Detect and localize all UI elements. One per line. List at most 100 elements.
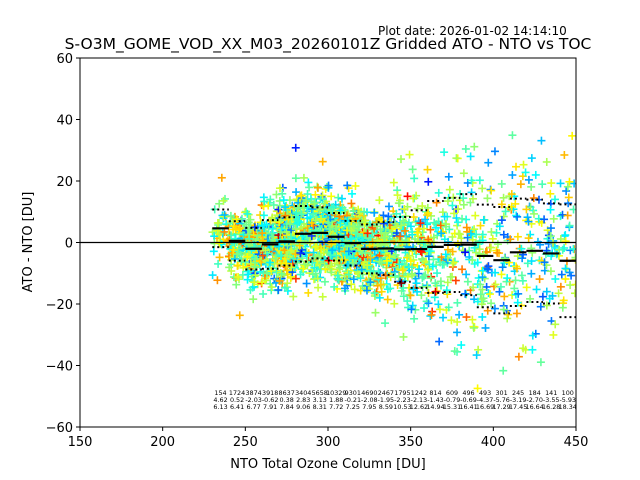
scatter-point <box>355 222 364 231</box>
scatter-point <box>282 259 291 268</box>
scatter-point <box>268 224 277 233</box>
scatter-point <box>231 225 240 234</box>
scatter-point <box>261 246 270 255</box>
scatter-point <box>213 218 222 227</box>
scatter-point <box>281 203 290 212</box>
scatter-point <box>248 277 257 286</box>
scatter-point <box>302 279 311 288</box>
scatter-point <box>291 143 300 152</box>
scatter-point <box>253 231 262 240</box>
scatter-point <box>279 196 288 205</box>
scatter-point <box>343 181 352 190</box>
scatter-point <box>258 251 267 260</box>
scatter-point <box>208 228 217 237</box>
scatter-point <box>332 224 341 233</box>
scatter-point <box>371 308 380 317</box>
scatter-point <box>341 227 350 236</box>
scatter-point <box>275 276 284 285</box>
scatter-point <box>232 280 241 289</box>
scatter-point <box>303 190 312 199</box>
scatter-point <box>318 191 327 200</box>
scatter-point <box>214 259 223 268</box>
scatter-point <box>286 232 295 241</box>
scatter-point <box>389 178 398 187</box>
scatter-point <box>299 209 308 218</box>
scatter-point <box>327 239 336 248</box>
scatter-point <box>344 247 353 256</box>
scatter-point <box>249 295 258 304</box>
scatter-point <box>278 189 287 198</box>
scatter-point <box>267 229 276 238</box>
scatter-point <box>318 292 327 301</box>
scatter-point <box>325 261 334 270</box>
scatter-point <box>227 231 236 240</box>
scatter-point <box>262 220 271 229</box>
scatter-point <box>225 263 234 272</box>
scatter-point <box>327 192 336 201</box>
scatter-point <box>215 199 224 208</box>
scatter-point <box>267 267 276 276</box>
scatter-point <box>299 264 308 273</box>
scatter-point <box>296 270 305 279</box>
scatter-point <box>291 225 300 234</box>
scatter-point <box>235 311 244 320</box>
scatter-point <box>280 283 289 292</box>
scatter-point <box>258 229 267 238</box>
scatter-point <box>309 210 318 219</box>
scatter-point <box>274 285 283 294</box>
scatter-point <box>347 199 356 208</box>
scatter-point <box>274 242 283 251</box>
scatter-point <box>232 215 241 224</box>
scatter-point <box>313 274 322 283</box>
scatter-point <box>302 195 311 204</box>
scatter-point <box>311 190 320 199</box>
scatter-point <box>305 183 314 192</box>
scatter-point <box>289 292 298 301</box>
scatter-point <box>258 278 267 287</box>
scatter-point <box>318 157 327 166</box>
scatter-point <box>336 206 345 215</box>
scatter-point <box>250 262 259 271</box>
scatter-point <box>217 173 226 182</box>
scatter-point <box>311 198 320 207</box>
scatter-point <box>330 282 339 291</box>
scatter-point <box>295 218 304 227</box>
scatter-point <box>291 250 300 259</box>
scatter-point <box>349 207 358 216</box>
scatter-point <box>246 215 255 224</box>
scatter-point <box>310 199 319 208</box>
scatter-point <box>233 250 242 259</box>
scatter-point <box>308 258 317 267</box>
scatter-layer <box>208 131 576 393</box>
scatter-point <box>287 214 296 223</box>
scatter-point <box>283 251 292 260</box>
scatter-point <box>265 258 274 267</box>
scatter-point <box>208 271 217 280</box>
scatter-point <box>311 216 320 225</box>
scatter-point <box>309 248 318 257</box>
scatter-point <box>209 247 218 256</box>
scatter-point <box>259 289 268 298</box>
scatter-point <box>313 183 322 192</box>
scatter-point <box>350 285 359 294</box>
scatter-point <box>296 248 305 257</box>
scatter-point <box>291 274 300 283</box>
scatter-point <box>329 202 338 211</box>
scatter-point <box>334 275 343 284</box>
scatter-point <box>215 239 224 248</box>
scatter-point <box>348 189 357 198</box>
scatter-point <box>260 197 269 206</box>
scatter-point <box>287 263 296 272</box>
scatter-point <box>349 258 358 267</box>
scatter-point <box>320 277 329 286</box>
scatter-point <box>304 288 313 297</box>
scatter-point <box>266 195 275 204</box>
scatter-point <box>319 245 328 254</box>
scatter-point <box>381 319 390 328</box>
scatter-point <box>328 246 337 255</box>
scatter-point <box>310 243 319 252</box>
scatter-point <box>303 214 312 223</box>
scatter-point <box>243 209 252 218</box>
scatter-point <box>291 174 300 183</box>
